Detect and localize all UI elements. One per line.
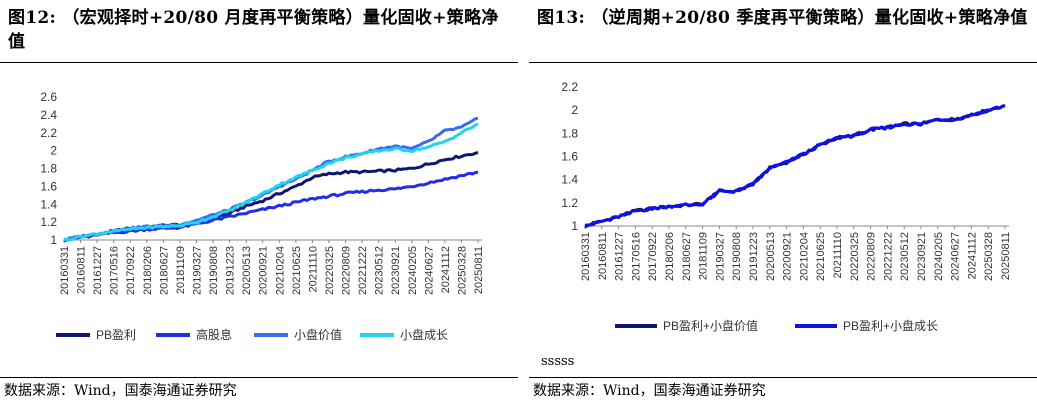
x-tick-label: 20160811 — [597, 232, 609, 280]
x-tick-label: 20170922 — [125, 246, 137, 295]
x-tick-label: 20211110 — [307, 246, 319, 293]
series-line — [63, 117, 479, 242]
y-tick-label: 1.8 — [561, 126, 578, 140]
figure-12-title: 图12: （宏观择时+20/80 月度再平衡策略）量化固收+策略净值 — [8, 8, 499, 52]
x-tick-label: 20230512 — [899, 232, 911, 281]
x-tick-label: 20200921 — [782, 232, 794, 281]
x-tick-label: 20250328 — [983, 232, 995, 281]
chart-fig13: 1 1.2 1.4 1.6 1.8 2 2.2 20160331 20160811 2016122… — [561, 80, 1012, 333]
x-tick-label: 20230921 — [390, 246, 402, 295]
x-tick-label: 20200513 — [765, 232, 777, 281]
y-tick-label: 1.8 — [40, 162, 57, 176]
x-tick-label: 20210204 — [798, 232, 810, 281]
x-tick-label: 20190327 — [714, 232, 726, 281]
x-tick-label: 20220809 — [341, 246, 353, 295]
series-line — [584, 104, 1006, 227]
y-tick-label: 2.2 — [40, 126, 57, 140]
series-line — [584, 104, 1006, 229]
x-tick-label: 20180627 — [681, 232, 693, 281]
x-tick-label: 20170516 — [109, 246, 121, 295]
x-tick-label: 20250328 — [456, 246, 468, 295]
footer-rule — [529, 377, 1037, 378]
x-tick-label: 20221222 — [882, 232, 894, 281]
y-tick-label: 1.4 — [561, 173, 578, 187]
y-tick-label: 1.2 — [40, 215, 57, 229]
legend-label: 小盘价值 — [294, 327, 342, 342]
x-tick-label: 20160331 — [59, 246, 71, 295]
x-tick-label: 20230512 — [374, 246, 386, 295]
y-tick-label: 1.2 — [561, 196, 578, 210]
source-note: 数据来源：Wind，国泰海通证券研究 — [4, 383, 237, 399]
y-tick-label: 1 — [50, 233, 57, 247]
legend-label: PB盈利+小盘价值 — [663, 318, 758, 333]
stray-text: sssss — [541, 354, 575, 369]
x-tick-label: 20180206 — [664, 232, 676, 281]
x-tick-label: 20210204 — [274, 246, 286, 295]
y-tick-label: 1.6 — [40, 179, 57, 193]
x-tick-label: 20240205 — [933, 232, 945, 281]
x-tick-label: 20220809 — [866, 232, 878, 281]
y-tick-label: 2.6 — [40, 90, 57, 104]
y-tick-label: 1 — [571, 219, 578, 233]
y-tick-label: 2 — [571, 103, 578, 117]
source-note: 数据来源：Wind，国泰海通证券研究 — [533, 383, 766, 399]
x-tick-label: 20180206 — [142, 246, 154, 295]
x-tick-label: 20220325 — [324, 246, 336, 295]
x-tick-label: 20200513 — [241, 246, 253, 295]
x-tick-label: 20170922 — [647, 232, 659, 281]
figure-13-panel: 图13: （逆周期+20/80 季度再平衡策略）量化固收+策略净值 1 1.2 1.… — [529, 0, 1037, 405]
y-tick-label: 1.4 — [40, 197, 57, 211]
y-tick-label: 1.6 — [561, 150, 578, 164]
x-tick-label: 20250811 — [473, 246, 485, 294]
x-tick-label: 20190327 — [191, 246, 203, 295]
x-tick-label: 20191223 — [225, 246, 237, 295]
title-rule — [529, 62, 1037, 63]
x-tick-label: 20181109 — [175, 246, 187, 294]
footer-rule — [0, 377, 518, 378]
x-tick-label: 20161227 — [92, 246, 104, 295]
x-tick-label: 20240205 — [407, 246, 419, 295]
figure-12-panel: 图12: （宏观择时+20/80 月度再平衡策略）量化固收+策略净值 1 1.2 1… — [0, 0, 518, 405]
x-tick-label: 20161227 — [614, 232, 626, 281]
title-rule — [0, 62, 518, 63]
x-tick-label: 20190808 — [731, 232, 743, 281]
legend-label: 高股息 — [196, 327, 232, 342]
series-line — [63, 150, 479, 241]
y-tick-label: 2 — [50, 144, 57, 158]
x-tick-label: 20241112 — [966, 232, 978, 279]
x-tick-label: 20221222 — [357, 246, 369, 295]
x-tick-label: 20220325 — [849, 232, 861, 281]
chart-fig12: 1 1.2 1.4 1.6 1.8 2 2.2 2.4 2.6 20160331 20160811 2… — [40, 90, 485, 342]
x-tick-label: 20160811 — [76, 246, 88, 294]
x-tick-label: 20230921 — [916, 232, 928, 281]
x-tick-label: 20210625 — [815, 232, 827, 281]
x-tick-label: 20180627 — [158, 246, 170, 295]
y-tick-label: 2.4 — [40, 108, 57, 122]
figure-13-title: 图13: （逆周期+20/80 季度再平衡策略）量化固收+策略净值 — [537, 8, 1028, 28]
x-tick-label: 20191223 — [748, 232, 760, 281]
y-tick-label: 2.2 — [561, 80, 578, 94]
series-line — [64, 122, 479, 242]
x-tick-label: 20200921 — [258, 246, 270, 295]
legend-label: PB盈利+小盘成长 — [843, 318, 938, 333]
x-tick-label: 20160331 — [580, 232, 592, 281]
x-tick-label: 20211110 — [832, 232, 844, 279]
x-tick-label: 20190808 — [208, 246, 220, 295]
legend-label: PB盈利 — [96, 328, 136, 342]
x-tick-label: 20250811 — [1000, 232, 1012, 280]
x-tick-label: 20241112 — [440, 246, 452, 293]
x-tick-label: 20210625 — [291, 246, 303, 295]
x-tick-label: 20240627 — [423, 246, 435, 295]
series-line — [63, 170, 479, 243]
x-tick-label: 20240627 — [950, 232, 962, 281]
legend-label: 小盘成长 — [400, 327, 448, 342]
x-tick-label: 20170516 — [630, 232, 642, 281]
x-tick-label: 20181109 — [698, 232, 710, 280]
